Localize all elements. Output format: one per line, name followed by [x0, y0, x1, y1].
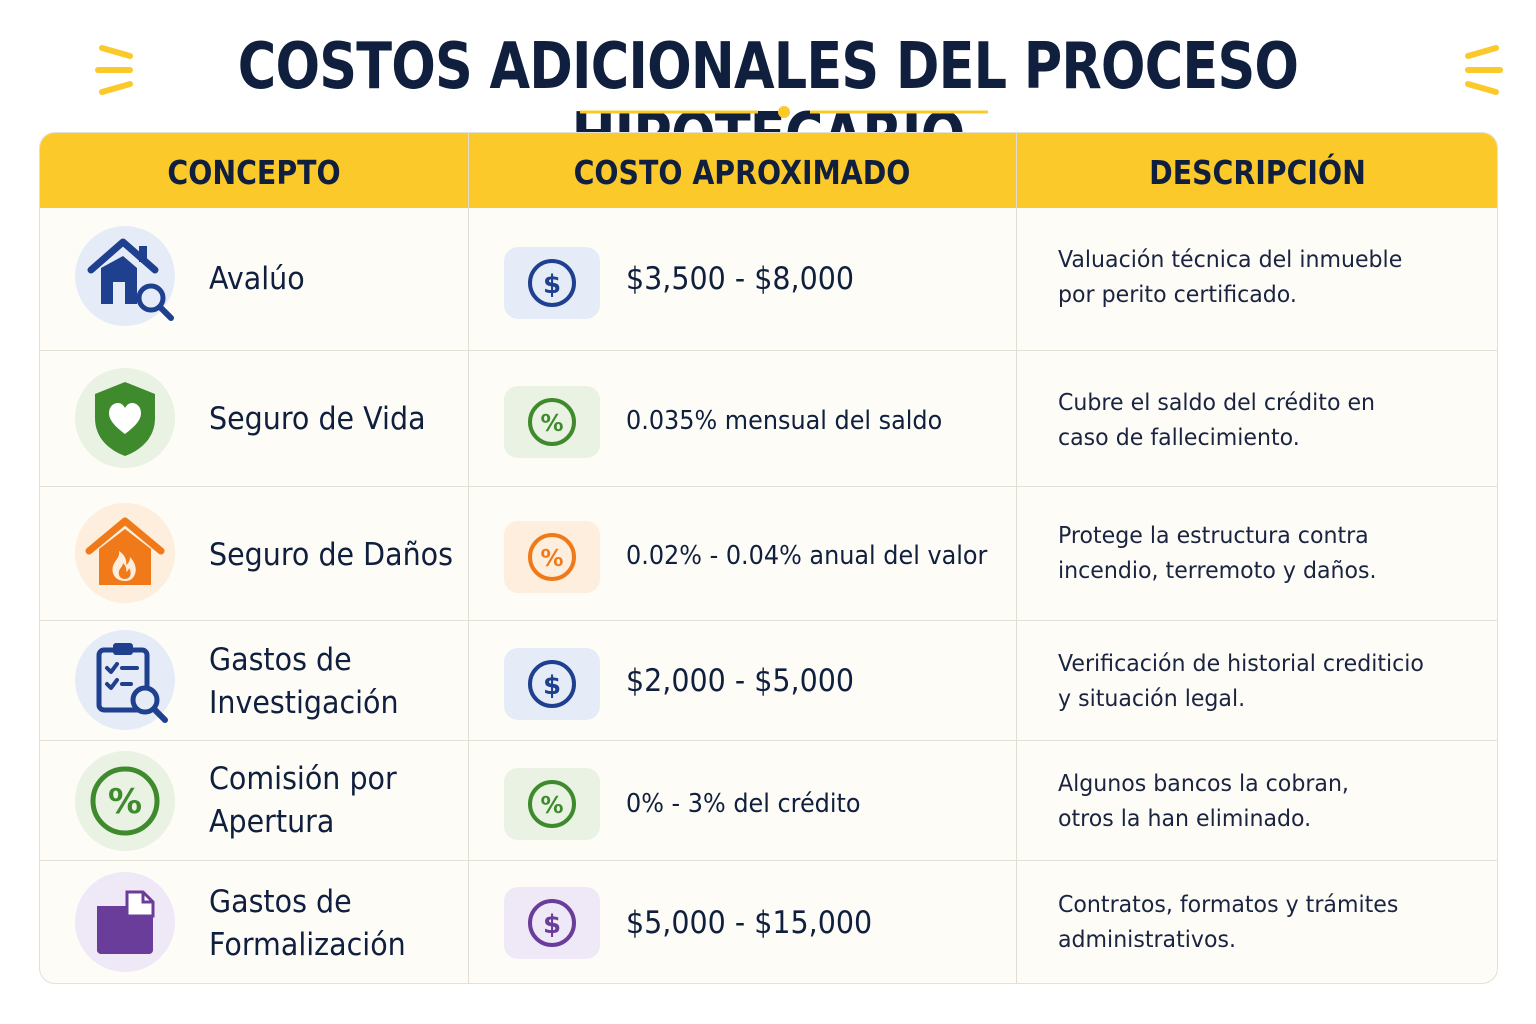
dollar-icon: $ [504, 648, 600, 720]
title-underline [580, 106, 988, 118]
svg-text:$: $ [543, 910, 561, 940]
concept-label: Comisión por Apertura [209, 761, 397, 840]
table-row: Seguro de Daños % 0.02% - 0.04% anual de… [40, 486, 1497, 620]
cost-value: 0% - 3% del crédito [626, 789, 861, 819]
folder-icon [75, 872, 175, 972]
svg-text:$: $ [543, 270, 561, 300]
concept-label: Avalúo [209, 261, 305, 297]
description-text: Valuación técnica del inmueble por perit… [1058, 247, 1403, 308]
description-text: Protege la estructura contra incendio, t… [1058, 523, 1377, 584]
concept-label: Seguro de Daños [209, 537, 453, 573]
concept-label: Gastos de Investigación [209, 642, 399, 721]
dollar-icon: $ [504, 887, 600, 959]
cost-value: 0.02% - 0.04% anual del valor [626, 541, 988, 571]
header-concept: CONCEPTO [167, 153, 341, 192]
description-text: Cubre el saldo del crédito en caso de fa… [1058, 390, 1376, 451]
svg-text:$: $ [543, 671, 561, 701]
house-search-icon [75, 226, 175, 326]
title-area: COSTOS ADICIONALES DEL PROCESO HIPOTECAR… [0, 18, 1536, 172]
concept-label: Gastos de Formalización [209, 884, 406, 963]
costs-table: CONCEPTO COSTO APROXIMADO DESCRIPCIÓN Av… [39, 132, 1498, 984]
cost-value: $2,000 - $5,000 [626, 663, 855, 699]
dollar-icon: $ [504, 247, 600, 319]
cost-value: 0.035% mensual del saldo [626, 406, 943, 436]
svg-text:%: % [540, 793, 563, 819]
table-row: % Comisión por Apertura % 0% - 3% del cr… [40, 740, 1497, 860]
description-text: Algunos bancos la cobran, otros la han e… [1058, 771, 1349, 832]
table-row: Gastos de Investigación $ $2,000 - $5,00… [40, 620, 1497, 740]
description-text: Contratos, formatos y trámites administr… [1058, 892, 1399, 953]
percent-icon: % [504, 521, 600, 593]
clipboard-search-icon [75, 630, 175, 730]
concept-label: Seguro de Vida [209, 401, 426, 437]
svg-text:%: % [540, 411, 563, 437]
column-divider [1016, 133, 1017, 983]
cost-value: $5,000 - $15,000 [626, 905, 873, 941]
burst-icon [95, 45, 133, 95]
description-text: Verificación de historial crediticio y s… [1058, 651, 1424, 712]
shield-heart-icon [75, 368, 175, 468]
burst-icon [1465, 45, 1503, 95]
percent-icon: % [504, 386, 600, 458]
svg-text:%: % [108, 782, 142, 822]
table-row: Avalúo $ $3,500 - $8,000 Valuación técni… [40, 208, 1497, 350]
percent-icon: % [504, 768, 600, 840]
column-divider [468, 133, 469, 983]
table-row: Seguro de Vida % 0.035% mensual del sald… [40, 350, 1497, 486]
header-cost: COSTO APROXIMADO [573, 153, 911, 192]
header-description: DESCRIPCIÓN [1149, 153, 1366, 192]
table-header: CONCEPTO COSTO APROXIMADO DESCRIPCIÓN [40, 133, 1497, 208]
percent-icon: % [75, 751, 175, 851]
svg-text:%: % [540, 546, 563, 572]
house-fire-icon [75, 503, 175, 603]
table-row: Gastos de Formalización $ $5,000 - $15,0… [40, 860, 1497, 983]
cost-value: $3,500 - $8,000 [626, 261, 855, 297]
